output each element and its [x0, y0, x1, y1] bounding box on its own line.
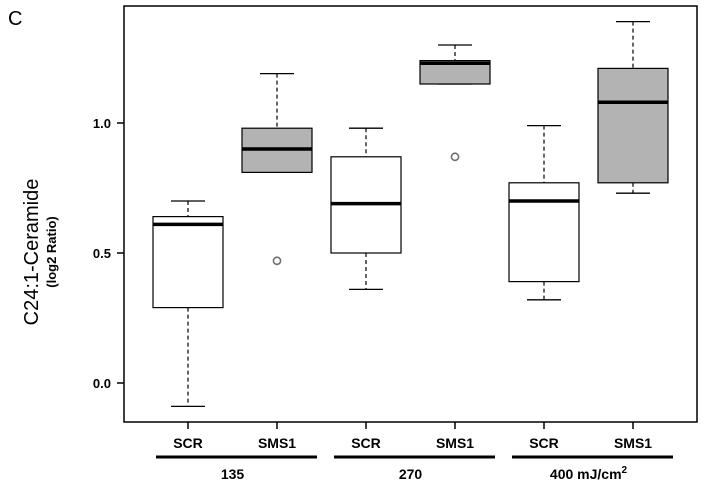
- group-label-text: 400 mJ/cm: [550, 466, 622, 482]
- box-body: [419, 59, 491, 85]
- y-tick-label: 1.0: [93, 116, 111, 131]
- y-axis-label: C24:1-Ceramide: [21, 179, 43, 326]
- y-tick-label: 0.0: [93, 376, 111, 391]
- x-tick-label: SCR: [173, 435, 203, 451]
- group-label: 270: [399, 466, 423, 482]
- plot-frame: [123, 5, 698, 423]
- group-label-superscript: 2: [622, 465, 628, 476]
- box-body: [508, 182, 580, 283]
- x-tick-label: SMS1: [436, 435, 474, 451]
- box-5: [508, 124, 580, 301]
- box-body: [152, 216, 224, 309]
- box-2: [241, 72, 313, 266]
- box-body: [597, 67, 669, 184]
- outlier-point: [272, 256, 282, 266]
- y-axis-sublabel: (log2 Ratio): [44, 216, 59, 288]
- group-label: 135: [221, 466, 245, 482]
- x-tick-label: SMS1: [614, 435, 652, 451]
- x-axis: SCR SMS1 SCR SMS1 SCR SMS1 135 270 400 mJ/cm2: [156, 422, 673, 482]
- x-tick-label: SCR: [529, 435, 559, 451]
- group-label: 400 mJ/cm2: [550, 465, 628, 482]
- box-4: [419, 44, 491, 162]
- box-3: [330, 127, 402, 291]
- group-label-text: 270: [399, 466, 423, 482]
- panel-letter: C: [8, 8, 22, 30]
- x-tick-label: SMS1: [258, 435, 296, 451]
- outlier-point: [450, 152, 460, 162]
- group-label-text: 135: [221, 466, 245, 482]
- box-6: [597, 20, 669, 194]
- box-series: [152, 20, 669, 408]
- x-tick-label: SCR: [351, 435, 381, 451]
- y-axis: 0.0 0.5 1.0: [93, 116, 124, 391]
- y-tick-label: 0.5: [93, 246, 111, 261]
- box-1: [152, 200, 224, 408]
